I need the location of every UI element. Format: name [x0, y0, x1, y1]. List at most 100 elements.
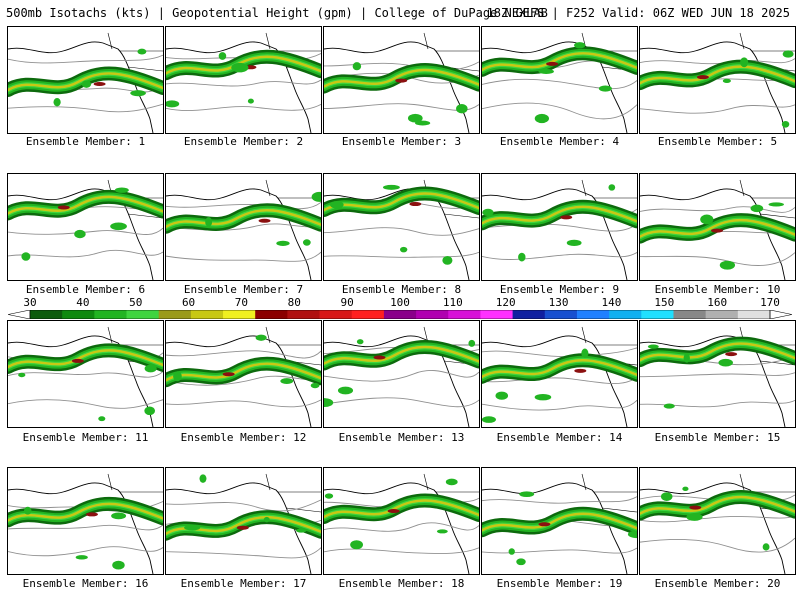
isotach-patch [508, 548, 515, 555]
jet-max [409, 202, 422, 207]
colorbar-scale [8, 310, 792, 319]
colorbar-swatch [609, 310, 642, 319]
jet-max [560, 215, 573, 220]
map-plot [640, 326, 795, 427]
isotach-patch [518, 252, 526, 262]
isotach-patch [21, 252, 31, 261]
map-plot [324, 179, 479, 280]
colorbar-tick-label: 130 [548, 296, 569, 309]
height-contour [482, 399, 637, 411]
isotach-patch [768, 202, 784, 207]
colorbar-tick-label: 80 [287, 296, 301, 309]
colorbar-tick-label: 40 [76, 296, 90, 309]
coastline [8, 41, 154, 133]
colorbar-swatch [544, 310, 578, 319]
isotach-patch [534, 394, 552, 401]
isotach-patch [199, 474, 207, 483]
isotach-patch [482, 416, 496, 423]
colorbar-swatch [448, 310, 481, 319]
isotach-patch [740, 57, 749, 68]
height-contour [324, 227, 479, 236]
isotach-patch [722, 78, 731, 84]
isotach-patch [324, 398, 334, 408]
height-contour [640, 399, 795, 408]
isotach-patch [112, 560, 125, 570]
isotach-patch [255, 334, 267, 341]
height-contour [640, 537, 795, 553]
colorbar-tick-label: 30 [23, 296, 37, 309]
isotach-patch [337, 386, 354, 395]
jet-max [85, 512, 98, 517]
isotach-patch [382, 184, 400, 190]
jet-max [222, 372, 235, 377]
ensemble-member-label: Ensemble Member: 6 [25, 283, 146, 296]
ensemble-member-map [7, 173, 164, 281]
height-contour [482, 377, 637, 385]
isotach-patch [762, 543, 770, 551]
height-contour [482, 547, 637, 554]
isotach-band [324, 192, 479, 212]
ensemble-member-label: Ensemble Member: 19 [496, 577, 623, 590]
isotach-patch [98, 416, 106, 422]
height-contour [166, 547, 321, 559]
colorbar-tick-label: 60 [181, 296, 196, 309]
height-contour [8, 54, 163, 64]
isotach-patch [663, 403, 675, 409]
colorbar-tick-label: 160 [707, 296, 728, 309]
isotach-patch [114, 187, 129, 193]
map-title: 500mb Isotachs (kts) | Geopotential Heig… [6, 6, 794, 20]
jet-max [546, 61, 559, 66]
isotach-patch [352, 62, 362, 71]
isotach-patch [781, 120, 790, 128]
political-borders [581, 473, 637, 513]
height-contour [482, 252, 637, 260]
jet-max [71, 358, 84, 363]
jet-max [93, 81, 106, 86]
height-contour [640, 515, 795, 523]
ensemble-member-label: Ensemble Member: 13 [338, 431, 465, 444]
height-contour [640, 104, 795, 114]
ensemble-member-map [481, 173, 638, 281]
colorbar-swatch [126, 310, 160, 319]
isotach-band [324, 68, 479, 88]
ensemble-member-map [7, 26, 164, 134]
jet-max [725, 352, 738, 357]
isotach-patch [205, 217, 213, 227]
height-contour [8, 371, 163, 378]
ensemble-member-label: Ensemble Member: 8 [341, 283, 462, 296]
colorbar-tick-label: 120 [495, 296, 516, 309]
isotach-patch [53, 97, 61, 107]
ensemble-member-label: Ensemble Member: 10 [654, 283, 781, 296]
coastline [640, 482, 786, 574]
isotach-patch [302, 239, 311, 246]
isotach-patch [324, 493, 334, 499]
ensemble-member-label: Ensemble Member: 18 [338, 577, 465, 590]
isotach-patch [516, 558, 526, 566]
isotach-band [482, 359, 637, 379]
map-plot [324, 326, 479, 427]
jet-max [711, 228, 724, 233]
colorbar-swatch [673, 310, 707, 319]
isotach-band [482, 205, 637, 225]
isotach-band [8, 349, 163, 369]
coastline [166, 335, 312, 427]
ensemble-member-label: Ensemble Member: 20 [654, 577, 781, 590]
isotach-patch [280, 378, 294, 385]
isotach-patch [574, 42, 586, 49]
colorbar-swatch [255, 310, 288, 319]
political-borders [107, 32, 163, 72]
isotach-patch [442, 255, 453, 265]
ensemble-member-label: Ensemble Member: 5 [657, 135, 778, 148]
coastline [482, 188, 628, 280]
ensemble-member-map [165, 467, 322, 575]
coastline [166, 41, 312, 133]
height-contour [324, 547, 479, 554]
jet-max [373, 355, 386, 360]
height-contour [8, 399, 163, 409]
map-plot [324, 32, 479, 133]
map-plot [166, 326, 321, 427]
isotach-patch [682, 486, 689, 492]
height-contour [482, 78, 637, 90]
isotach-band [482, 512, 637, 532]
isotach-patch [581, 348, 589, 359]
